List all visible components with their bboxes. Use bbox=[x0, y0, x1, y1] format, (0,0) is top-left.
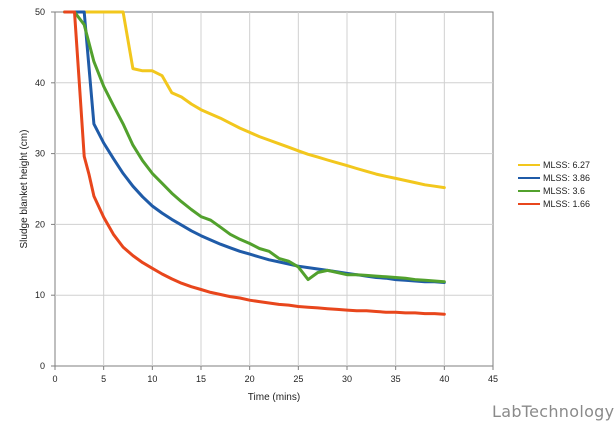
series-line-4 bbox=[63, 10, 446, 316]
x-tick-label: 30 bbox=[342, 374, 352, 384]
series-line-1 bbox=[63, 10, 446, 190]
y-axis-title: Sludge blanket height (cm) bbox=[19, 130, 30, 249]
x-tick-label: 45 bbox=[488, 374, 498, 384]
y-tick-label: 30 bbox=[35, 149, 45, 159]
tick-labels: 0 5 10 15 20 25 30 35 40 45 0 10 20 30 40 50 bbox=[35, 7, 498, 384]
y-tick-label: 20 bbox=[35, 219, 45, 229]
x-tick-label: 10 bbox=[147, 374, 157, 384]
legend-label: MLSS: 3.6 bbox=[543, 186, 585, 196]
x-tick-label: 5 bbox=[101, 374, 106, 384]
series-lines bbox=[63, 10, 446, 316]
grid-lines bbox=[51, 11, 494, 370]
legend-label: MLSS: 3.86 bbox=[543, 173, 590, 183]
x-tick-label: 15 bbox=[196, 374, 206, 384]
y-tick-label: 10 bbox=[35, 290, 45, 300]
watermark-text: LabTechnology bbox=[492, 402, 615, 421]
legend-label: MLSS: 6.27 bbox=[543, 160, 590, 170]
x-axis-title: Time (mins) bbox=[248, 392, 300, 403]
x-tick-label: 40 bbox=[439, 374, 449, 384]
y-tick-label: 0 bbox=[40, 361, 45, 371]
y-tick-label: 50 bbox=[35, 7, 45, 17]
x-tick-label: 20 bbox=[245, 374, 255, 384]
y-tick-label: 40 bbox=[35, 78, 45, 88]
x-tick-label: 35 bbox=[391, 374, 401, 384]
legend-label: MLSS: 1.66 bbox=[543, 199, 590, 209]
x-tick-label: 25 bbox=[293, 374, 303, 384]
plot-area bbox=[54, 11, 494, 367]
series-line-3 bbox=[63, 10, 446, 284]
x-tick-label: 0 bbox=[52, 374, 57, 384]
legend: MLSS: 6.27 MLSS: 3.86 MLSS: 3.6 MLSS: 1.66 bbox=[518, 160, 590, 209]
